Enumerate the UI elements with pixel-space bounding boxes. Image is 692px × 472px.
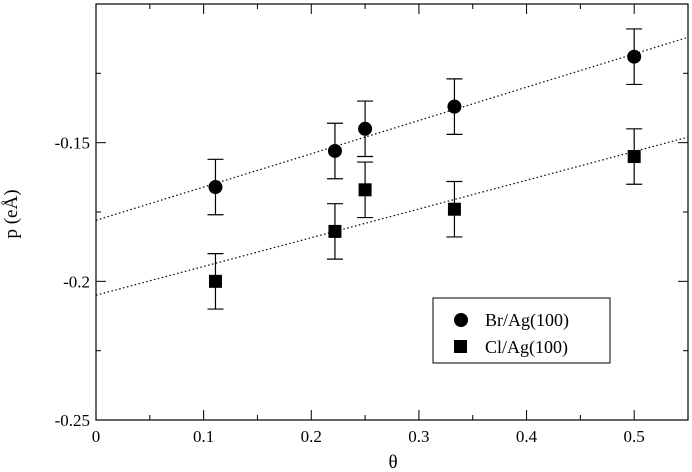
legend: Br/Ag(100) Cl/Ag(100) — [432, 297, 611, 364]
x-tick-label: 0 — [92, 427, 101, 446]
legend-label-cl: Cl/Ag(100) — [485, 337, 568, 358]
data-point-circle — [627, 49, 642, 64]
y-tick-label: -0.2 — [63, 272, 90, 291]
y-tick-label: -0.25 — [55, 411, 90, 430]
y-axis-title: p (eÅ) — [1, 189, 22, 238]
fit-line-series-0 — [95, 36, 689, 221]
x-axis-title: θ — [388, 452, 397, 472]
data-point-square — [358, 183, 372, 197]
data-point-square — [447, 202, 461, 216]
data-point-circle — [447, 99, 462, 114]
data-point-circle — [358, 121, 373, 136]
x-tick-label: 0.2 — [301, 427, 322, 446]
legend-marker-square-icon — [454, 340, 467, 353]
x-tick-label: 0.1 — [193, 427, 214, 446]
x-tick-label: 0.3 — [408, 427, 429, 446]
legend-label-br: Br/Ag(100) — [485, 310, 569, 331]
plot-area — [95, 28, 689, 310]
data-point-square — [328, 224, 342, 238]
x-tick-label: 0.4 — [516, 427, 538, 446]
x-tick-label: 0.5 — [624, 427, 645, 446]
axes: 0 0.1 0.2 0.3 0.4 0.5 -0.25 -0.2 -0.15 — [55, 3, 689, 446]
data-point-square — [627, 150, 641, 164]
data-point-square — [208, 274, 222, 288]
legend-marker-circle-icon — [454, 313, 468, 327]
y-tick-label: -0.15 — [55, 134, 90, 153]
data-point-circle — [208, 180, 223, 195]
fit-line-series-1 — [95, 136, 689, 296]
data-point-circle — [327, 143, 342, 158]
